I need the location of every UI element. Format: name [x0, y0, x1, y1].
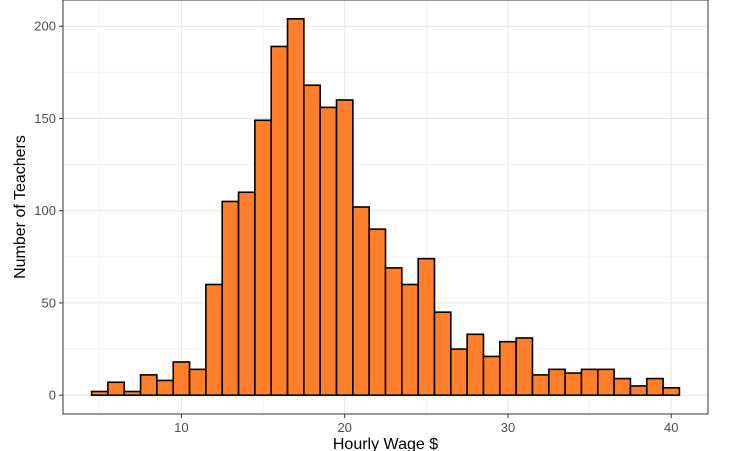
histogram-bar	[156, 379, 175, 396]
histogram-bar	[384, 267, 403, 396]
y-axis-title: Number of Teachers	[12, 135, 29, 279]
histogram-bar	[564, 372, 583, 396]
histogram-bar	[335, 99, 354, 396]
histogram-bar	[107, 381, 126, 396]
y-tick-label: 200	[34, 19, 56, 34]
histogram-bar	[613, 377, 632, 396]
x-axis-title: Hourly Wage $	[333, 436, 438, 451]
histogram-bar	[547, 368, 566, 396]
histogram-bar	[90, 390, 109, 396]
histogram-bar	[188, 368, 207, 396]
y-tick-label: 150	[34, 111, 56, 126]
x-tick-label: 30	[501, 420, 515, 435]
histogram-bar	[580, 368, 599, 396]
y-tick-label: 50	[42, 295, 56, 310]
histogram-bar	[352, 206, 370, 396]
histogram-bar	[662, 387, 681, 396]
histogram-bar	[531, 374, 550, 396]
histogram-bar	[237, 191, 256, 396]
histogram-bar	[401, 283, 419, 396]
histogram-bar	[433, 311, 452, 396]
x-tick-label: 40	[664, 420, 678, 435]
histogram-bar	[139, 374, 158, 396]
histogram-bar	[499, 340, 517, 396]
panel-border	[62, 0, 709, 415]
histogram-bar	[286, 18, 305, 396]
histogram-bar	[629, 385, 648, 396]
histogram-bar	[303, 84, 321, 396]
histogram-bar	[270, 45, 289, 396]
histogram-bar	[482, 355, 501, 396]
histogram-bar	[123, 390, 142, 396]
histogram-bar	[205, 283, 224, 396]
histogram-bar	[466, 333, 485, 396]
y-tick-label: 100	[34, 203, 56, 218]
x-tick-label: 20	[337, 420, 351, 435]
histogram-bar	[368, 228, 387, 396]
x-tick-label: 10	[174, 420, 188, 435]
histogram-bar	[450, 348, 468, 396]
y-tick-label: 0	[49, 388, 56, 403]
histogram-bar	[515, 337, 534, 396]
bars	[90, 18, 681, 396]
histogram-bar	[172, 361, 191, 396]
histogram-bar	[221, 200, 240, 396]
histogram-bar	[645, 377, 664, 396]
histogram-bar	[254, 119, 272, 396]
ticks: 10 20 30 40 0 50 100 150 200	[34, 19, 678, 435]
histogram-bar	[417, 257, 436, 396]
histogram-bar	[596, 368, 615, 396]
histogram-bar	[319, 106, 338, 396]
